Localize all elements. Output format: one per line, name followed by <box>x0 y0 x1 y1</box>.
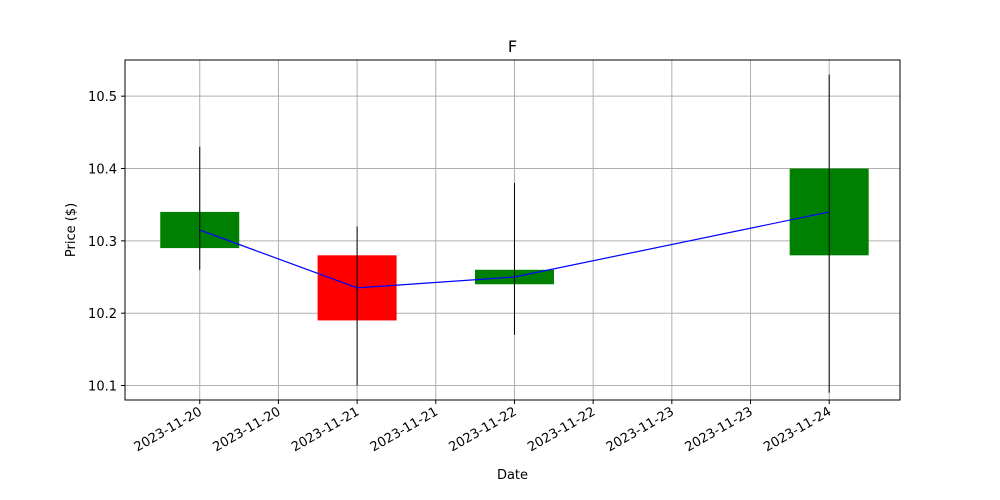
x-tick-label: 2023-11-23 <box>683 404 756 455</box>
x-axis-label: Date <box>497 468 528 483</box>
x-tick-label: 2023-11-24 <box>761 404 834 455</box>
chart-title: F <box>508 37 517 56</box>
x-tick-label: 2023-11-20 <box>210 404 283 455</box>
grid <box>125 60 900 400</box>
x-axis: 2023-11-20 2023-11-20 2023-11-21 2023-11-21… <box>132 400 834 455</box>
y-tick-label: 10.2 <box>88 307 117 322</box>
x-tick-label: 2023-11-21 <box>368 404 441 455</box>
close-line <box>199 211 830 289</box>
y-tick-label: 10.1 <box>88 380 117 395</box>
x-tick-label: 2023-11-21 <box>289 404 362 455</box>
plot-frame <box>124 59 901 401</box>
y-tick-label: 10.3 <box>88 235 117 250</box>
x-tick-label: 2023-11-23 <box>604 404 677 455</box>
x-tick-label: 2023-11-22 <box>525 404 598 455</box>
x-tick-label: 2023-11-20 <box>132 404 205 455</box>
y-tick-label: 10.4 <box>88 163 117 178</box>
y-axis: 10.1 10.2 10.3 10.4 10.5 <box>88 90 125 395</box>
y-tick-label: 10.5 <box>88 90 117 105</box>
close-line-path <box>199 211 830 289</box>
y-axis-label: Price ($) <box>64 203 79 257</box>
x-tick-label: 2023-11-22 <box>447 404 520 455</box>
